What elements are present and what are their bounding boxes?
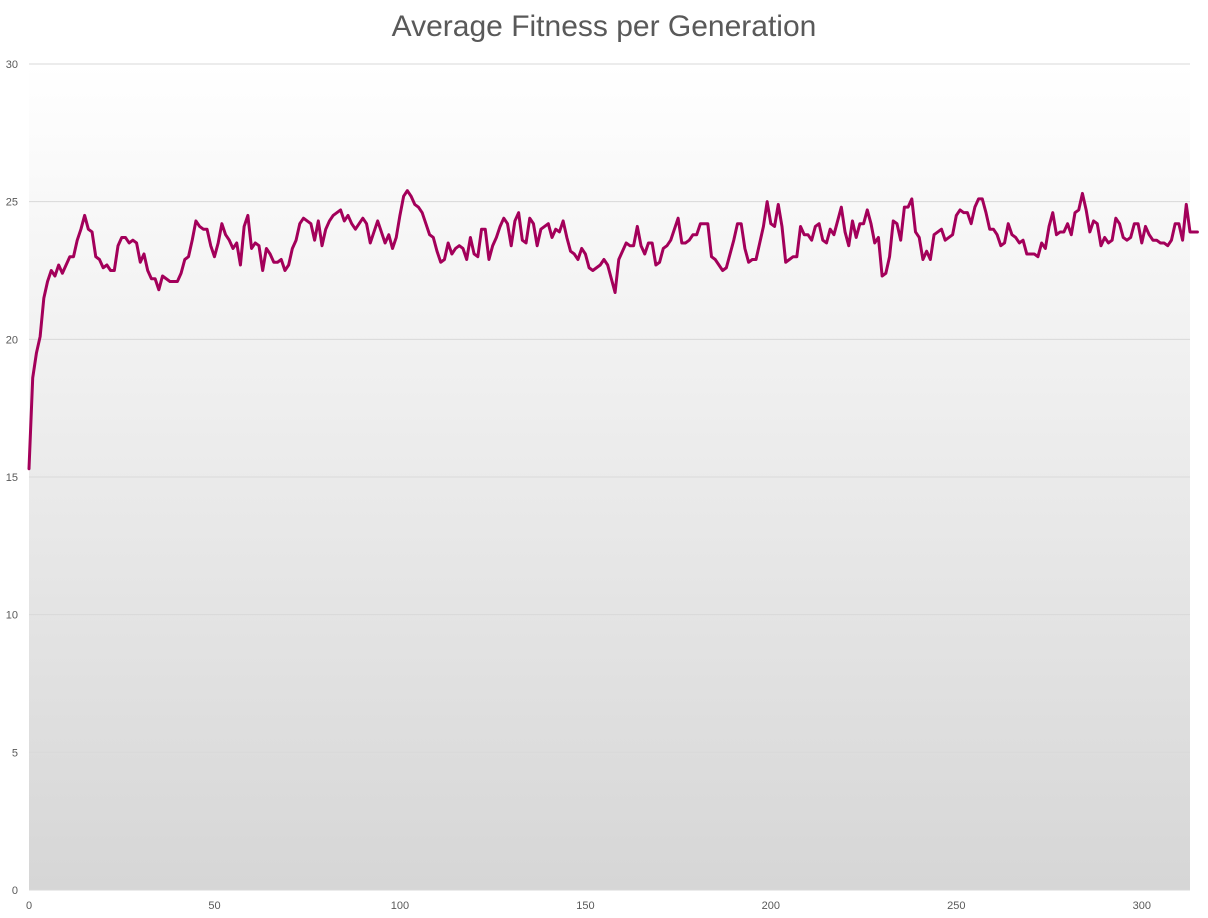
y-tick-label: 30 xyxy=(6,59,18,71)
x-tick-label: 200 xyxy=(762,900,780,912)
y-tick-label: 10 xyxy=(6,610,18,622)
x-tick-label: 150 xyxy=(576,900,594,912)
y-axis: 0 5 10 15 20 25 30 xyxy=(6,59,18,897)
y-tick-label: 0 xyxy=(12,885,18,897)
x-tick-label: 0 xyxy=(26,900,32,912)
x-tick-label: 50 xyxy=(208,900,220,912)
x-axis: 0 50 100 150 200 250 300 xyxy=(26,900,1151,912)
y-tick-label: 25 xyxy=(6,197,18,209)
x-tick-label: 250 xyxy=(947,900,965,912)
y-tick-label: 5 xyxy=(12,747,18,759)
x-tick-label: 100 xyxy=(391,900,409,912)
grid-lines xyxy=(29,63,1190,891)
chart-title: Average Fitness per Generation xyxy=(391,10,817,43)
y-tick-label: 20 xyxy=(6,334,18,346)
x-tick-label: 300 xyxy=(1133,900,1151,912)
series-line xyxy=(27,189,1199,471)
y-tick-label: 15 xyxy=(6,472,18,484)
